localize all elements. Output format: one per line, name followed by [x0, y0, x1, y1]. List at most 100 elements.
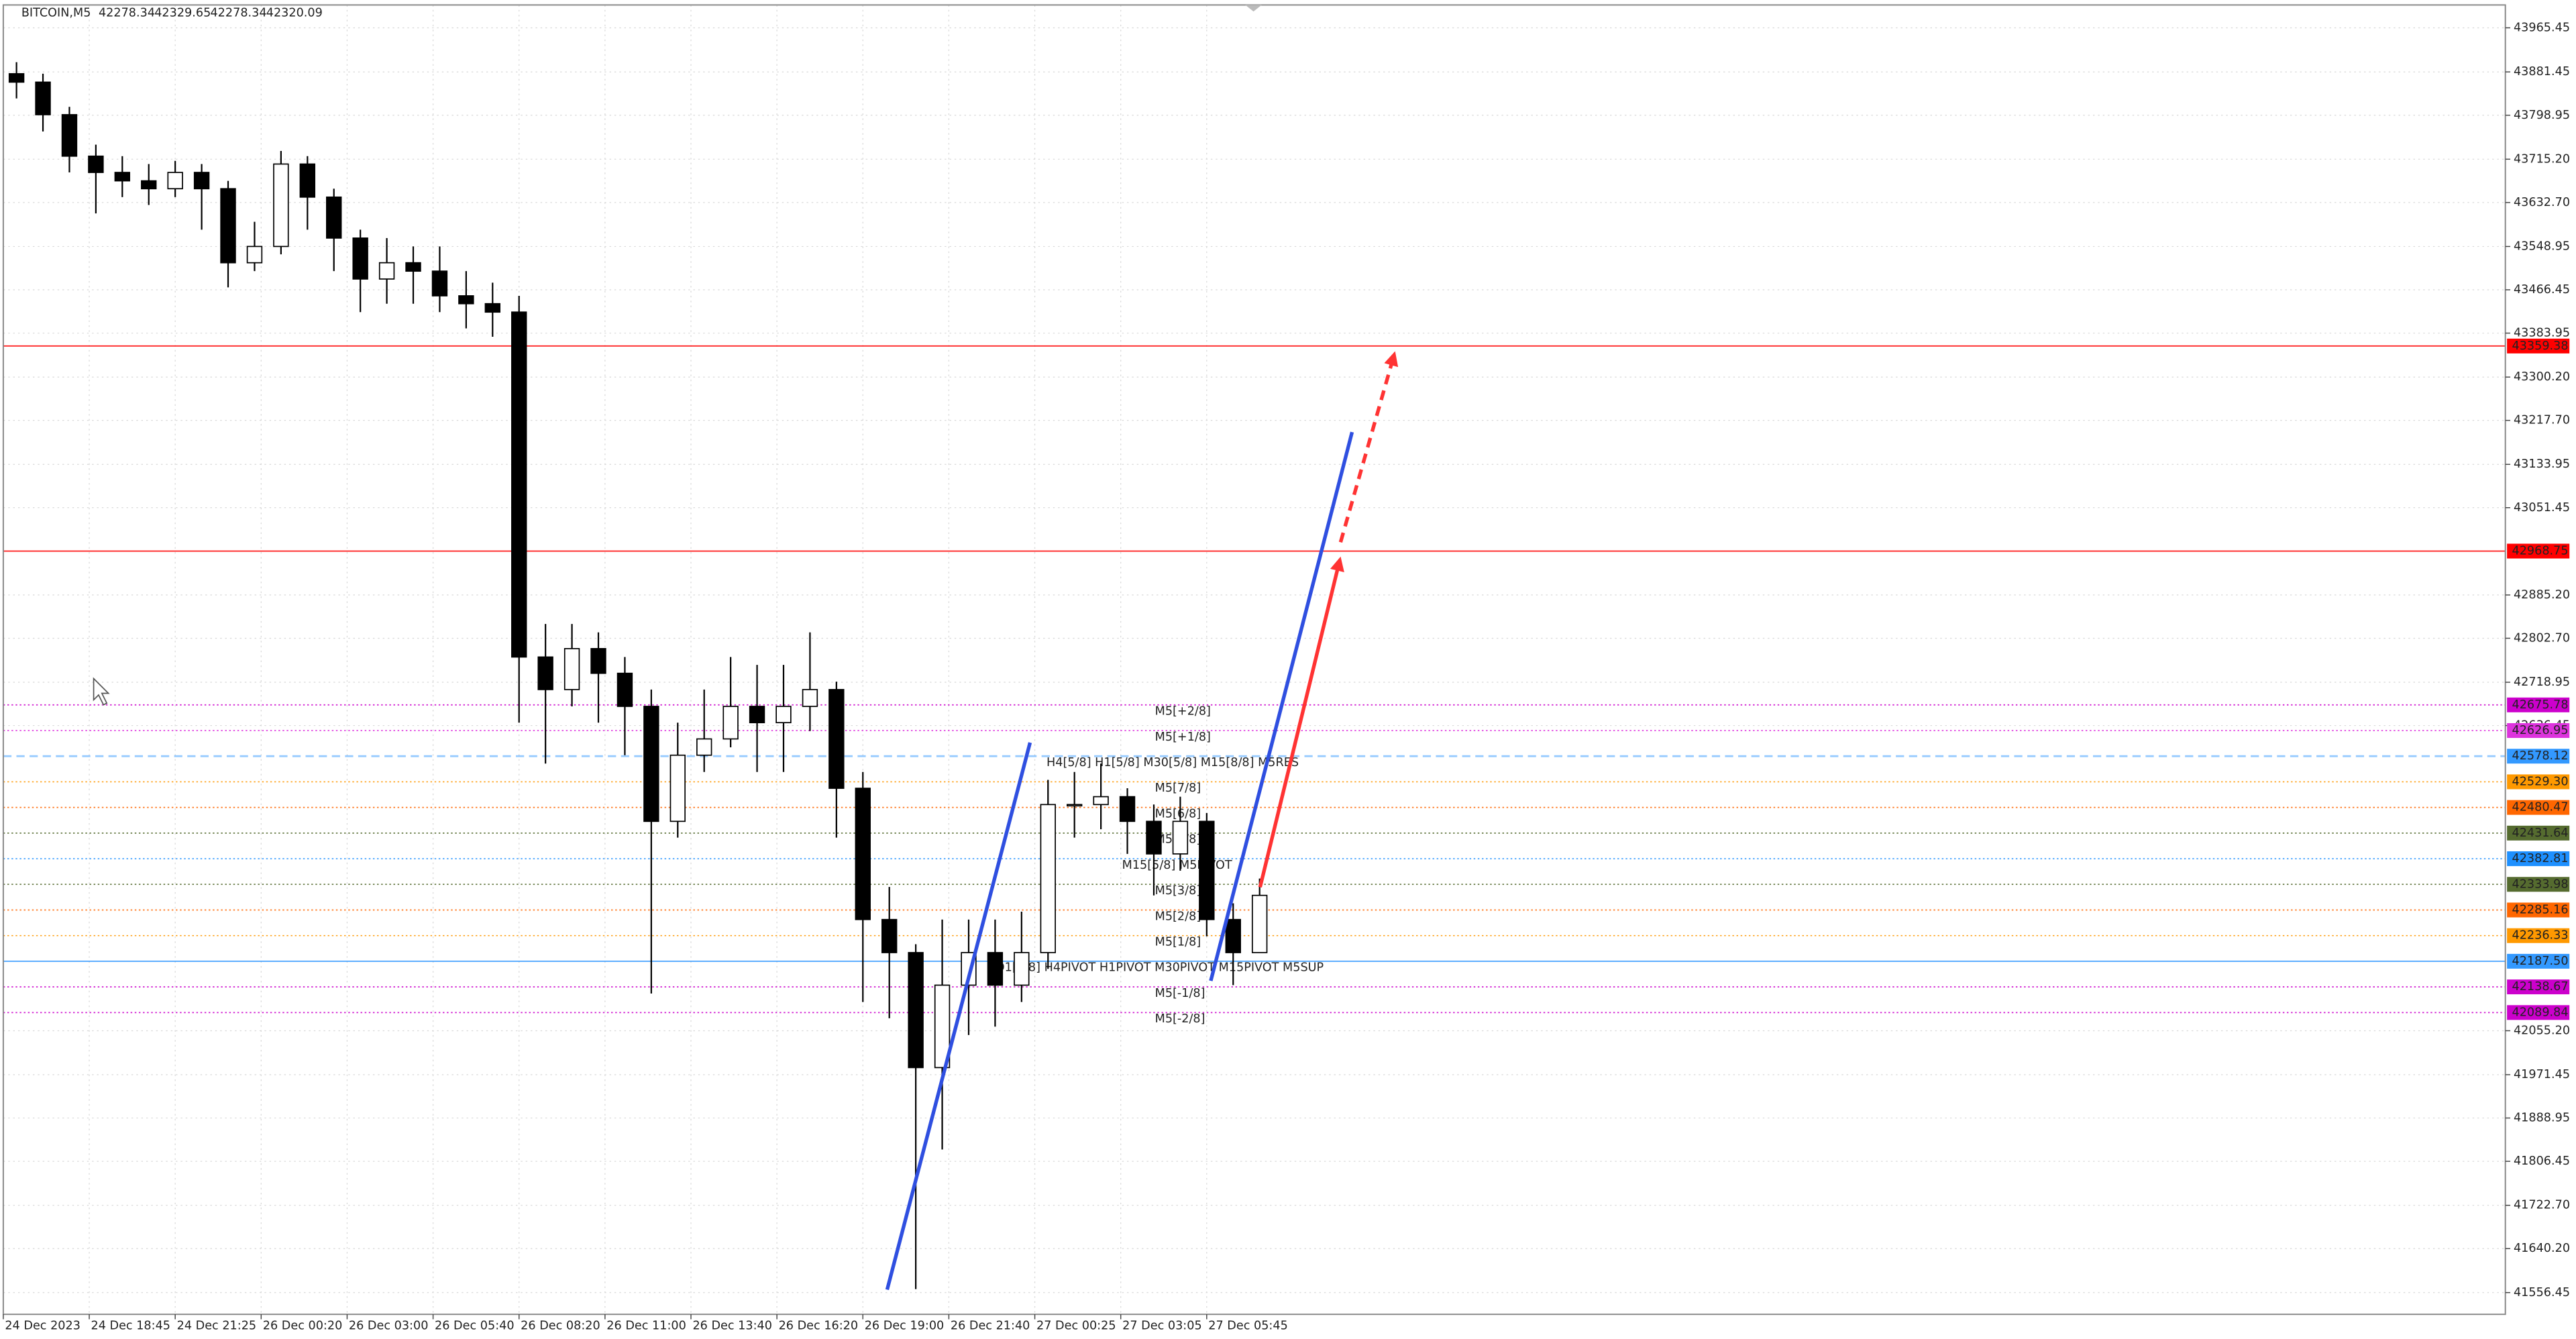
- y-tick-label: 41722.70: [2514, 1199, 2570, 1212]
- candle-body: [326, 196, 342, 239]
- candle-body: [1119, 796, 1136, 822]
- x-tick-label: 26 Dec 13:40: [692, 1319, 772, 1332]
- y-tick-label: 42885.20: [2514, 588, 2570, 602]
- candle-body: [564, 648, 580, 690]
- header-value: 42278.34: [99, 7, 155, 20]
- shift-marker: [1245, 5, 1262, 12]
- price-tag: [2507, 697, 2570, 712]
- level-text: M5[1/8]: [1155, 935, 1201, 949]
- level-text: H4[5/8] H1[5/8] M30[5/8] M15[8/8] M5RES: [1046, 756, 1299, 769]
- grid: [3, 5, 2506, 1315]
- candle-body: [88, 155, 104, 173]
- x-tick-label: 26 Dec 03:00: [349, 1319, 429, 1332]
- candle-body: [141, 180, 157, 190]
- drawings: [93, 351, 1399, 1291]
- price-tag: [2507, 543, 2570, 559]
- candle-body: [934, 984, 951, 1069]
- price-tag-label: 42675.78: [2512, 698, 2568, 712]
- x-tick-label: 24 Dec 18:45: [91, 1319, 170, 1332]
- level-text: M5[2/8]: [1155, 910, 1201, 923]
- candle-body: [1093, 796, 1109, 806]
- price-tag-label: 42431.64: [2512, 826, 2568, 840]
- y-tick-label: 41556.45: [2514, 1286, 2570, 1299]
- price-tag-label: 42187.50: [2512, 955, 2568, 968]
- candle-body: [537, 656, 553, 690]
- header: BITCOIN,M5 42278.34 42329.65 42278.34 42320…: [21, 7, 323, 20]
- y-tick-label: 43383.95: [2514, 327, 2570, 340]
- candle-body: [458, 295, 474, 305]
- level-text: M5[+1/8]: [1155, 731, 1211, 744]
- candle-body: [722, 706, 739, 740]
- y-tick-label: 41971.45: [2514, 1068, 2570, 1081]
- price-tag: [2507, 902, 2570, 918]
- candle-body: [669, 754, 686, 822]
- price-tag-label: 42089.84: [2512, 1006, 2568, 1019]
- candle-body: [1225, 918, 1241, 953]
- y-tick-label: 41888.95: [2514, 1112, 2570, 1125]
- price-tag: [2507, 851, 2570, 867]
- candle-body: [1199, 820, 1215, 920]
- price-tag-label: 42285.16: [2512, 903, 2568, 916]
- trend-line: [1209, 431, 1354, 981]
- candle-body: [1066, 804, 1083, 807]
- candle-body: [643, 706, 659, 822]
- candle-body: [616, 672, 633, 707]
- candle-body: [828, 689, 845, 789]
- candle-body: [114, 172, 131, 182]
- symbol: BITCOIN,M5: [21, 7, 91, 20]
- y-tick-label: 43715.20: [2514, 152, 2570, 166]
- arrow: [1258, 556, 1344, 888]
- y-tick-label: 42802.70: [2514, 631, 2570, 645]
- x-tick-label: 27 Dec 03:05: [1122, 1319, 1202, 1332]
- candle-body: [1040, 804, 1056, 953]
- level-text: M5[-2/8]: [1155, 1012, 1205, 1026]
- price-tag: [2507, 877, 2570, 892]
- x-tick-label: 24 Dec 2023: [5, 1319, 80, 1332]
- levels: M5[+2/8] M5[+1/8] H4[5/8] H1[5/8] M30[5/8]…: [3, 345, 2506, 1026]
- price-tag-label: 42529.30: [2512, 775, 2568, 788]
- x-tick-label: 26 Dec 08:20: [521, 1319, 600, 1332]
- header-value: 42329.65: [154, 7, 211, 20]
- level-text: M5[+2/8]: [1155, 705, 1211, 718]
- candle-body: [193, 172, 210, 190]
- x-tick-label: 26 Dec 00:20: [263, 1319, 343, 1332]
- price-tag: [2507, 774, 2570, 790]
- price-tag-label: 42480.47: [2512, 801, 2568, 814]
- candles: [8, 62, 1268, 1289]
- candle-body: [220, 188, 236, 264]
- y-tick-label: 42718.95: [2514, 676, 2570, 689]
- price-tag: [2507, 953, 2570, 969]
- y-tick-label: 43965.45: [2514, 21, 2570, 34]
- price-tag: [2507, 722, 2570, 739]
- candle-body: [378, 262, 395, 280]
- y-tick-label: 43051.45: [2514, 501, 2570, 515]
- price-tag-label: 42578.12: [2512, 749, 2568, 763]
- candle-body: [1251, 894, 1268, 953]
- price-tag-label: 42236.33: [2512, 929, 2568, 943]
- header-value: 42320.09: [266, 7, 323, 20]
- candle-body: [1146, 820, 1162, 855]
- cursor: [93, 677, 110, 706]
- candle-body: [61, 114, 78, 157]
- price-tag-label: 42138.67: [2512, 980, 2568, 994]
- trend-line: [885, 742, 1032, 1291]
- price-tag: [2507, 338, 2570, 354]
- candle-body: [511, 311, 527, 658]
- candle-body: [167, 172, 183, 190]
- level-text: M5[3/8]: [1155, 884, 1201, 898]
- y-tick-label: 41640.20: [2514, 1242, 2570, 1255]
- x-tick-label: 26 Dec 16:20: [779, 1319, 859, 1332]
- candle-body: [246, 246, 263, 264]
- y-tick-label: 41806.45: [2514, 1155, 2570, 1168]
- y-tick-label: 43466.45: [2514, 283, 2570, 297]
- candle-body: [431, 270, 448, 297]
- price-tag: [2507, 1005, 2570, 1020]
- axes: 43965.45 43881.45 43798.95 43715.20 43632.70…: [3, 21, 2570, 1332]
- level-text: M15[5/8] M5PIVOT: [1122, 859, 1232, 872]
- candle-body: [908, 952, 924, 1069]
- price-tag-label: 42968.75: [2512, 545, 2568, 558]
- candle-body: [775, 706, 792, 724]
- candle-body: [299, 163, 316, 198]
- candle-body: [881, 918, 898, 953]
